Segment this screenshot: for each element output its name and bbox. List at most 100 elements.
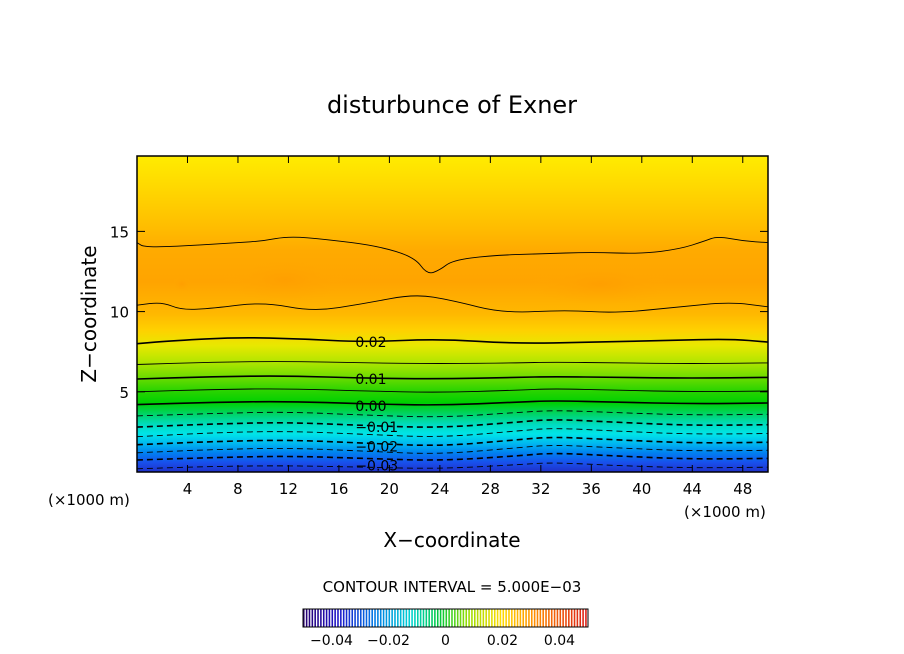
colorbar-segment (559, 609, 562, 627)
colorbar-segment (419, 609, 422, 627)
y-tick-label: 10 (110, 304, 129, 322)
colorbar-tick-label: −0.02 (367, 633, 410, 649)
x-tick-label: 24 (430, 480, 449, 498)
colorbar-segment (488, 609, 490, 627)
colorbar-segment (414, 609, 416, 627)
x-tick-label: 44 (683, 480, 702, 498)
colorbar-segment (508, 609, 510, 627)
colorbar-frame (302, 608, 589, 628)
colorbar-tick-label: 0.04 (544, 633, 575, 649)
colorbar-segment (431, 609, 433, 627)
contour-field (137, 156, 768, 472)
colorbar-segment (562, 609, 564, 627)
colorbar-segment (465, 609, 468, 627)
colorbar-segment (345, 609, 348, 627)
contour-interval-text: CONTOUR INTERVAL = 5.000E−03 (323, 578, 582, 596)
colorbar-segment (582, 609, 584, 627)
colorbar-segment (482, 609, 485, 627)
colorbar-segment (308, 609, 311, 627)
contour-line (137, 236, 768, 274)
contour-label: 0.01 (355, 372, 386, 388)
colorbar-segment (348, 609, 351, 627)
colorbar-segment (545, 609, 547, 627)
colorbar-segment (328, 609, 331, 627)
contour-labels: 0.02 0.01 0.00 −0.01 −0.02 −0.03 (355, 335, 398, 475)
colorbar-segment (474, 609, 476, 627)
colorbar-segment (511, 609, 513, 627)
y-axis-label: Z−coordinate (77, 245, 101, 382)
x-tick-label: 4 (183, 480, 193, 498)
colorbar-segment (579, 609, 582, 627)
colorbar-segment (445, 609, 448, 627)
colorbar-segment (548, 609, 550, 627)
colorbar-segment (528, 609, 530, 627)
colorbar-segment (573, 609, 576, 627)
y-tick-label: 5 (119, 384, 129, 402)
contour-label: −0.02 (355, 439, 398, 455)
colorbar-segment (337, 609, 339, 627)
colorbar-segment (357, 609, 359, 627)
colorbar-segment (451, 609, 453, 627)
colorbar-segment (533, 609, 536, 627)
colorbar-segment (331, 609, 334, 627)
colorbar-segment (436, 609, 439, 627)
colorbar-segment (516, 609, 519, 627)
colorbar-segment (325, 609, 328, 627)
chart-title: disturbunce of Exner (327, 91, 577, 119)
colorbar-segment (553, 609, 556, 627)
x-unit-label: (×1000 m) (684, 503, 766, 521)
colorbar-segment (491, 609, 493, 627)
colorbar-tick-label: 0 (441, 633, 450, 649)
colorbar-segment (479, 609, 482, 627)
colorbar-segment (382, 609, 385, 627)
colorbar-segment (539, 609, 542, 627)
colorbar-segment (556, 609, 559, 627)
contour-line (137, 337, 768, 345)
colorbar-segment (428, 609, 430, 627)
colorbar-segment (439, 609, 442, 627)
x-tick-label: 8 (233, 480, 243, 498)
contour-label: −0.03 (355, 459, 398, 475)
colorbar-segment (585, 609, 587, 627)
contour-line (137, 419, 768, 428)
colorbar-segment (402, 609, 405, 627)
colorbar-segment (448, 609, 450, 627)
contour-line (137, 428, 768, 438)
plot-frame (136, 155, 769, 473)
contour-line (137, 445, 768, 454)
colorbar-segment (311, 609, 314, 627)
colorbar-segment (425, 609, 428, 627)
max-region-left (223, 258, 347, 302)
colorbar-segment (399, 609, 402, 627)
colorbar-segment (354, 609, 356, 627)
colorbar-segment (368, 609, 371, 627)
colorbar-segment (442, 609, 445, 627)
x-tick-label: 36 (582, 480, 601, 498)
colorbar-segment (417, 609, 419, 627)
colorbar-segment (565, 609, 567, 627)
contour-line (137, 436, 768, 447)
contour-lines (137, 236, 768, 470)
contour-line (137, 375, 768, 380)
colorbar-segment (305, 609, 308, 627)
colorbar-segment (468, 609, 470, 627)
colorbar-segment (454, 609, 456, 627)
colorbar-segment (536, 609, 539, 627)
colorbar-segment (505, 609, 507, 627)
colorbar-segment (493, 609, 496, 627)
colorbar-segment (365, 609, 368, 627)
contour-line (137, 388, 768, 393)
colorbar-segment (320, 609, 322, 627)
x-tick-label: 48 (733, 480, 752, 498)
colorbar-segment (531, 609, 533, 627)
colorbar-segment (360, 609, 362, 627)
colorbar-segment (462, 609, 465, 627)
contour-label: −0.01 (355, 420, 398, 436)
colorbar-segment (502, 609, 505, 627)
contour-line (137, 361, 768, 365)
colorbar-segment (371, 609, 373, 627)
colorbar-segment (314, 609, 316, 627)
colorbar-segment (513, 609, 516, 627)
colorbar-segment (476, 609, 479, 627)
